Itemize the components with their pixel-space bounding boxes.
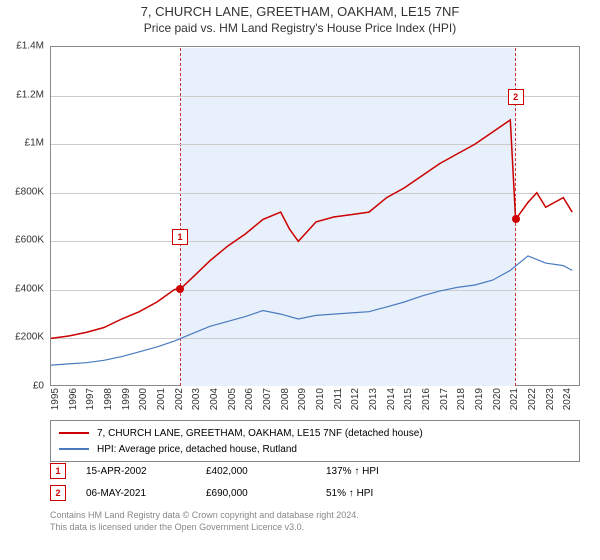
- legend: 7, CHURCH LANE, GREETHAM, OAKHAM, LE15 7…: [50, 420, 580, 462]
- x-tick-label: 1998: [103, 388, 114, 410]
- x-tick-label: 2008: [280, 388, 291, 410]
- y-tick-label: £600K: [15, 235, 44, 246]
- x-tick-label: 2023: [545, 388, 556, 410]
- x-tick-label: 2005: [227, 388, 238, 410]
- x-tick-label: 2013: [368, 388, 379, 410]
- legend-row: 7, CHURCH LANE, GREETHAM, OAKHAM, LE15 7…: [59, 425, 571, 441]
- x-tick-label: 1996: [68, 388, 79, 410]
- sale-point-2: [512, 215, 520, 223]
- chart-lines: [51, 47, 581, 387]
- legend-label: HPI: Average price, detached house, Rutl…: [97, 444, 297, 455]
- chart-subtitle: Price paid vs. HM Land Registry's House …: [0, 19, 600, 39]
- legend-swatch: [59, 448, 89, 450]
- x-tick-label: 2007: [262, 388, 273, 410]
- plot-box: 12: [50, 46, 580, 386]
- x-tick-label: 2000: [138, 388, 149, 410]
- x-tick-label: 2021: [509, 388, 520, 410]
- x-tick-label: 2006: [244, 388, 255, 410]
- y-tick-label: £1M: [25, 138, 44, 149]
- legend-label: 7, CHURCH LANE, GREETHAM, OAKHAM, LE15 7…: [97, 428, 423, 439]
- x-tick-label: 2011: [333, 388, 344, 410]
- y-tick-label: £0: [33, 381, 44, 392]
- y-tick-label: £1.4M: [16, 41, 44, 52]
- x-tick-label: 2024: [562, 388, 573, 410]
- x-tick-label: 2015: [403, 388, 414, 410]
- sales-cell-price: £402,000: [206, 466, 326, 477]
- sale-marker-1: 1: [172, 229, 188, 245]
- sales-row: 2 06-MAY-2021£690,00051% ↑ HPI: [50, 482, 580, 504]
- y-tick-label: £800K: [15, 186, 44, 197]
- x-tick-label: 2020: [492, 388, 503, 410]
- sales-cell-date: 15-APR-2002: [86, 466, 206, 477]
- x-tick-label: 1999: [121, 388, 132, 410]
- sales-cell-hpi: 137% ↑ HPI: [326, 466, 446, 477]
- x-tick-label: 2002: [174, 388, 185, 410]
- legend-row: HPI: Average price, detached house, Rutl…: [59, 441, 571, 457]
- sale-marker-2: 2: [508, 89, 524, 105]
- chart-container: 7, CHURCH LANE, GREETHAM, OAKHAM, LE15 7…: [0, 0, 600, 560]
- footer-line2: This data is licensed under the Open Gov…: [50, 522, 580, 534]
- sale-point-1: [176, 285, 184, 293]
- chart-area: 12 £0£200K£400K£600K£800K£1M£1.2M£1.4M 1…: [50, 46, 580, 386]
- y-tick-label: £1.2M: [16, 89, 44, 100]
- sales-row: 1 15-APR-2002£402,000137% ↑ HPI: [50, 460, 580, 482]
- y-tick-label: £400K: [15, 283, 44, 294]
- x-tick-label: 2012: [350, 388, 361, 410]
- sales-table: 1 15-APR-2002£402,000137% ↑ HPI 2 06-MAY-20…: [50, 460, 580, 504]
- x-tick-label: 2001: [156, 388, 167, 410]
- x-tick-label: 2014: [386, 388, 397, 410]
- x-tick-label: 2010: [315, 388, 326, 410]
- x-tick-label: 1997: [85, 388, 96, 410]
- x-tick-label: 1995: [50, 388, 61, 410]
- sales-marker-icon: 2: [50, 485, 66, 501]
- x-tick-label: 2019: [474, 388, 485, 410]
- y-tick-label: £200K: [15, 332, 44, 343]
- sales-cell-hpi: 51% ↑ HPI: [326, 488, 446, 499]
- footer: Contains HM Land Registry data © Crown c…: [50, 510, 580, 533]
- x-tick-label: 2003: [191, 388, 202, 410]
- series-property: [51, 120, 572, 339]
- footer-line1: Contains HM Land Registry data © Crown c…: [50, 510, 580, 522]
- sales-marker-icon: 1: [50, 463, 66, 479]
- sales-cell-date: 06-MAY-2021: [86, 488, 206, 499]
- x-tick-label: 2004: [209, 388, 220, 410]
- chart-title: 7, CHURCH LANE, GREETHAM, OAKHAM, LE15 7…: [0, 0, 600, 19]
- legend-swatch: [59, 432, 89, 434]
- x-tick-label: 2016: [421, 388, 432, 410]
- x-tick-label: 2017: [439, 388, 450, 410]
- x-tick-label: 2022: [527, 388, 538, 410]
- x-tick-label: 2018: [456, 388, 467, 410]
- series-hpi: [51, 256, 572, 365]
- sales-cell-price: £690,000: [206, 488, 326, 499]
- x-tick-label: 2009: [297, 388, 308, 410]
